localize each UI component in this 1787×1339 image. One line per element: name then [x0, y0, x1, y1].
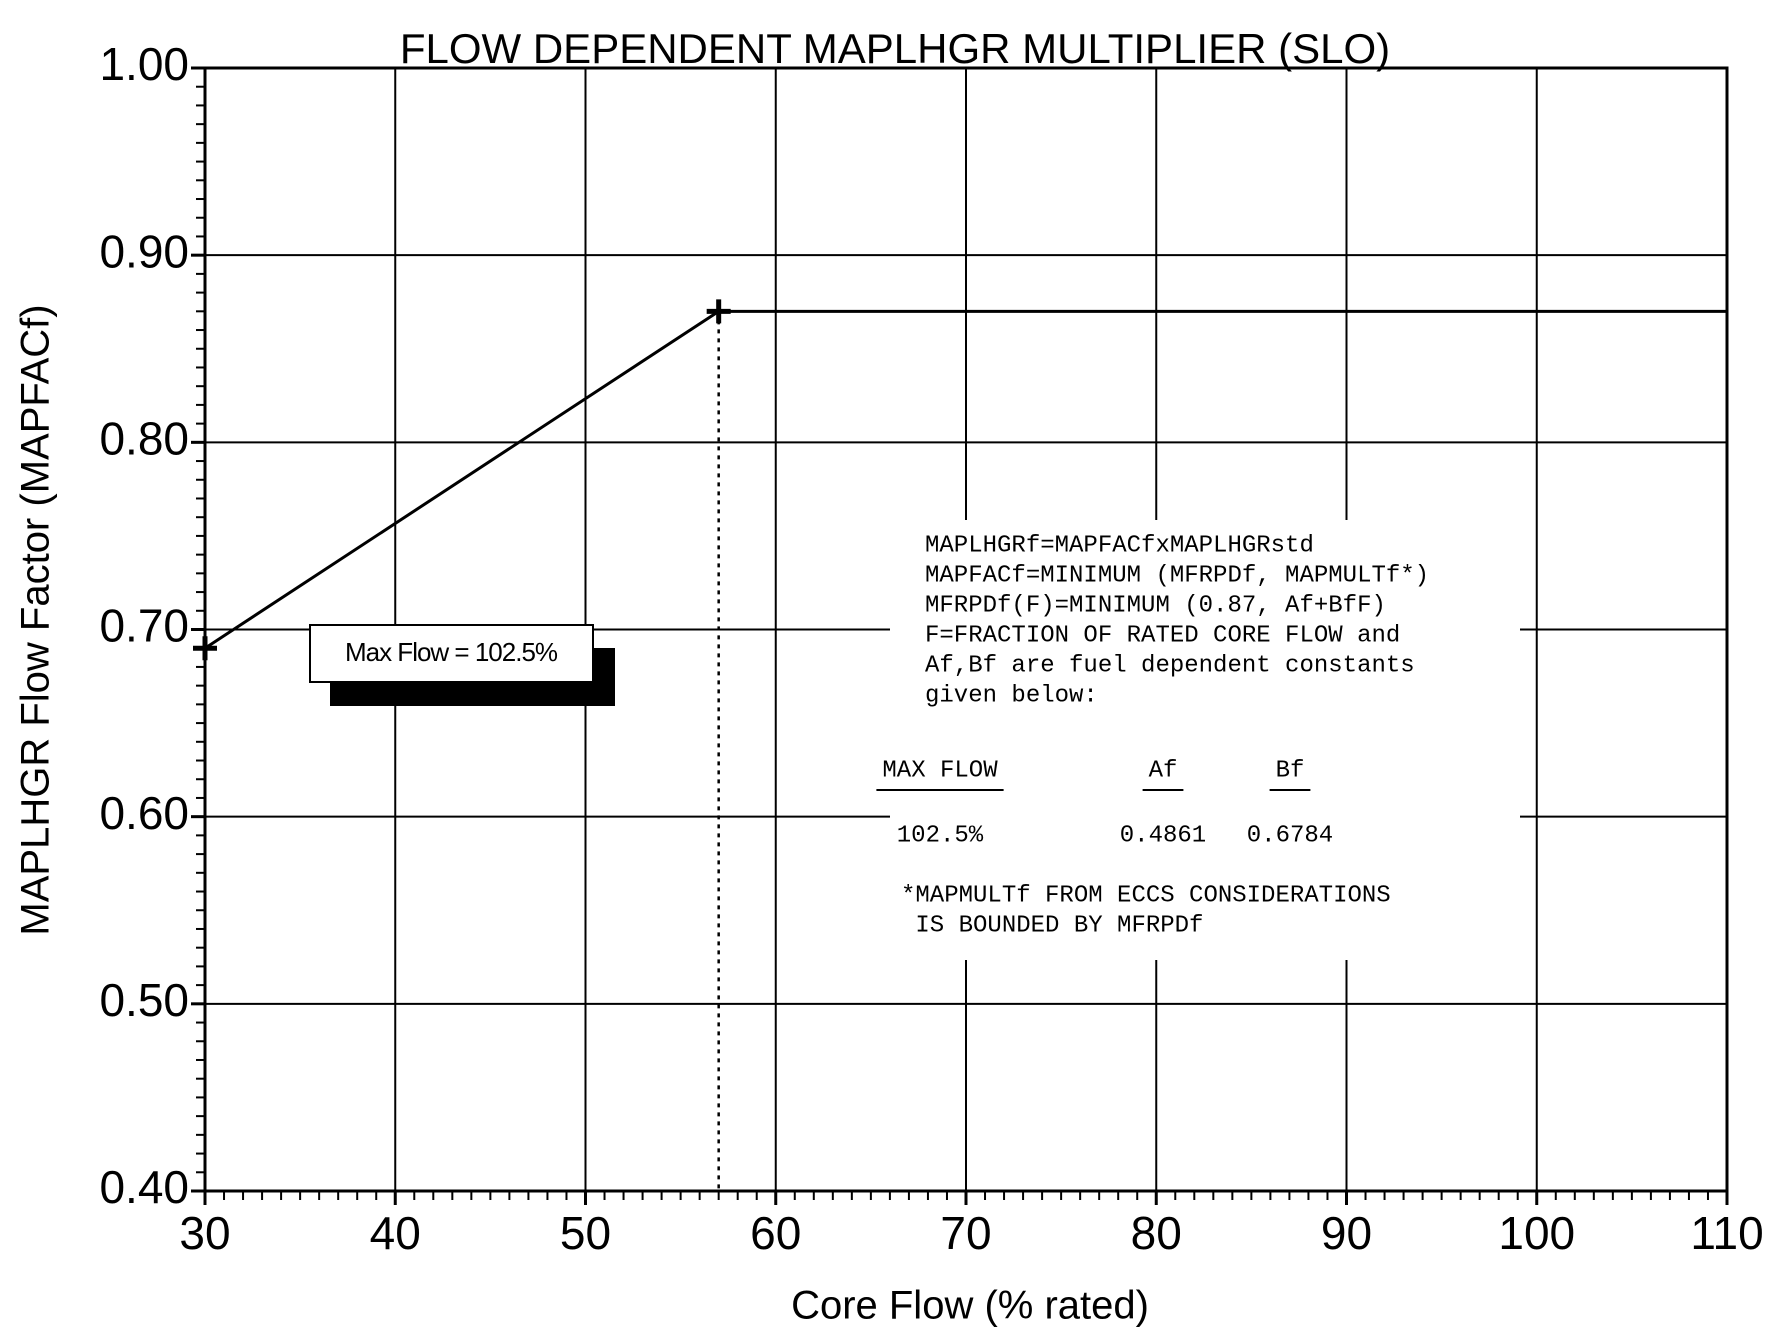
y-tick-label: 0.70 [99, 600, 189, 652]
x-tick-label: 90 [1321, 1207, 1372, 1259]
note-line: Af,Bf are fuel dependent constants [925, 652, 1415, 679]
table-cell: 102.5% [897, 822, 984, 849]
note-line: MFRPDf(F)=MINIMUM (0.87, Af+BfF) [925, 592, 1386, 619]
y-axis-label: MAPLHGR Flow Factor (MAPFACf) [14, 304, 58, 935]
table-cell: 0.4861 [1120, 822, 1206, 849]
chart-title: FLOW DEPENDENT MAPLHGR MULTIPLIER (SLO) [400, 25, 1390, 72]
table-cell: 0.6784 [1247, 822, 1333, 849]
footnote-line: IS BOUNDED BY MFRPDf [901, 912, 1203, 939]
y-tick-label: 0.50 [99, 974, 189, 1026]
y-tick-label: 0.80 [99, 412, 189, 464]
x-tick-label: 40 [370, 1207, 421, 1259]
point-marker [193, 636, 217, 661]
y-tick-label: 0.40 [99, 1161, 189, 1213]
x-tick-label: 100 [1498, 1207, 1575, 1259]
callout-box [309, 624, 594, 683]
note-line: MAPLHGRf=MAPFACfxMAPLHGRstd [925, 532, 1314, 559]
plot-frame [203, 66, 1729, 1193]
note-line: F=FRACTION OF RATED CORE FLOW and [925, 622, 1400, 649]
footnote-line: *MAPMULTf FROM ECCS CONSIDERATIONS [901, 882, 1391, 909]
x-tick-label: 30 [179, 1207, 230, 1259]
y-tick-label: 0.60 [99, 787, 189, 839]
callout-text: Max Flow = 102.5% [345, 637, 558, 667]
table-header: Bf [1276, 757, 1305, 784]
x-tick-label: 70 [940, 1207, 991, 1259]
y-tick-label: 1.00 [99, 38, 189, 90]
note-line: MAPFACf=MINIMUM (MFRPDf, MAPMULTf*) [925, 562, 1429, 589]
y-tick-label: 0.90 [99, 225, 189, 277]
note-line: given below: [925, 682, 1098, 709]
x-tick-label: 80 [1131, 1207, 1182, 1259]
x-tick-label: 50 [560, 1207, 611, 1259]
x-tick-label: 110 [1690, 1207, 1763, 1259]
table-header: MAX FLOW [882, 757, 998, 784]
notes-background [890, 520, 1520, 960]
x-axis-label: Core Flow (% rated) [791, 1284, 1149, 1328]
table-header: Af [1149, 757, 1178, 784]
x-tick-label: 60 [750, 1207, 801, 1259]
